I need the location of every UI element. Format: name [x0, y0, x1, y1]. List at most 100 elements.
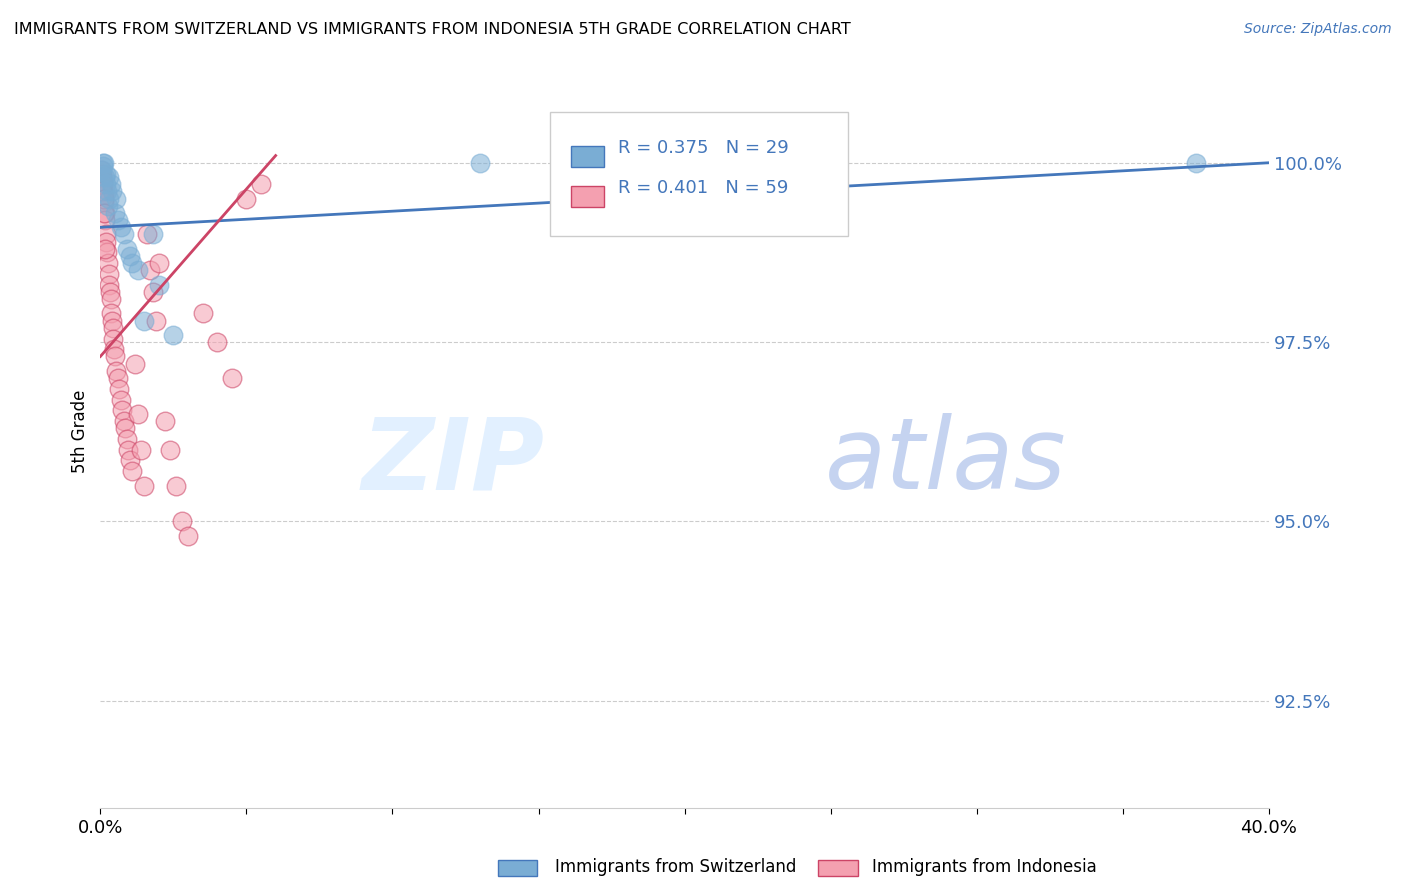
Point	[118, 453, 141, 467]
Point	[129, 442, 152, 457]
Point	[142, 227, 165, 242]
Point	[91, 170, 114, 185]
Point	[172, 515, 194, 529]
Point	[148, 277, 170, 292]
Point	[101, 185, 124, 199]
Text: atlas: atlas	[825, 413, 1067, 510]
Point	[96, 167, 118, 181]
Point	[94, 227, 117, 242]
Point	[94, 178, 117, 192]
Y-axis label: 5th Grade: 5th Grade	[72, 390, 89, 474]
Point	[97, 199, 120, 213]
Point	[205, 335, 228, 350]
Point	[91, 181, 114, 195]
Point	[97, 192, 120, 206]
Point	[91, 155, 114, 169]
Point	[91, 174, 114, 188]
Point	[104, 350, 127, 364]
Point	[111, 403, 134, 417]
Point	[110, 392, 132, 407]
Point	[105, 192, 128, 206]
Point	[250, 178, 273, 192]
Point	[121, 256, 143, 270]
Point	[142, 285, 165, 299]
Point	[165, 478, 187, 492]
Point	[93, 195, 115, 210]
Point	[98, 277, 121, 292]
Point	[118, 249, 141, 263]
Point	[101, 313, 124, 327]
Point	[468, 155, 491, 169]
Point	[177, 529, 200, 543]
Point	[162, 327, 184, 342]
Point	[114, 421, 136, 435]
Point	[134, 313, 156, 327]
Point	[97, 267, 120, 281]
FancyBboxPatch shape	[571, 145, 605, 167]
Point	[97, 256, 120, 270]
Point	[159, 442, 181, 457]
Point	[191, 306, 214, 320]
Point	[103, 343, 125, 357]
Point	[145, 313, 167, 327]
Point	[100, 292, 122, 306]
Point	[96, 235, 118, 249]
Point	[127, 263, 149, 277]
Point	[112, 414, 135, 428]
Point	[91, 185, 114, 199]
Point	[93, 206, 115, 220]
Text: IMMIGRANTS FROM SWITZERLAND VS IMMIGRANTS FROM INDONESIA 5TH GRADE CORRELATION C: IMMIGRANTS FROM SWITZERLAND VS IMMIGRANT…	[14, 22, 851, 37]
Point	[94, 213, 117, 227]
Point	[100, 306, 122, 320]
Point	[124, 357, 146, 371]
Point	[127, 407, 149, 421]
Point	[108, 382, 131, 396]
Point	[107, 371, 129, 385]
Text: Immigrants from Switzerland: Immigrants from Switzerland	[555, 858, 797, 876]
Point	[98, 170, 121, 185]
Point	[115, 432, 138, 446]
Point	[107, 213, 129, 227]
Point	[139, 263, 162, 277]
Point	[93, 188, 115, 202]
Text: Immigrants from Indonesia: Immigrants from Indonesia	[872, 858, 1097, 876]
Point	[91, 159, 114, 173]
Point	[112, 227, 135, 242]
Point	[90, 178, 112, 192]
Point	[1185, 155, 1208, 169]
Point	[93, 192, 115, 206]
Point	[93, 206, 115, 220]
Text: R = 0.401   N = 59: R = 0.401 N = 59	[619, 179, 789, 197]
Point	[93, 155, 115, 169]
Point	[91, 178, 114, 192]
Point	[221, 371, 243, 385]
Point	[94, 242, 117, 256]
Point	[96, 245, 118, 260]
FancyBboxPatch shape	[550, 112, 848, 235]
Point	[134, 478, 156, 492]
Point	[153, 414, 176, 428]
Text: ZIP: ZIP	[361, 413, 544, 510]
Point	[105, 364, 128, 378]
Point	[117, 442, 139, 457]
Point	[104, 206, 127, 220]
Point	[93, 170, 115, 185]
Point	[136, 227, 159, 242]
Point	[148, 256, 170, 270]
Point	[98, 285, 121, 299]
Point	[110, 220, 132, 235]
Point	[103, 332, 125, 346]
Point	[96, 185, 118, 199]
FancyBboxPatch shape	[571, 186, 605, 207]
Point	[121, 464, 143, 478]
Point	[90, 167, 112, 181]
Point	[703, 155, 725, 169]
Text: Source: ZipAtlas.com: Source: ZipAtlas.com	[1244, 22, 1392, 37]
Point	[101, 320, 124, 334]
Point	[115, 242, 138, 256]
Point	[90, 163, 112, 178]
Point	[235, 192, 257, 206]
Point	[100, 178, 122, 192]
Point	[90, 163, 112, 178]
Text: R = 0.375   N = 29: R = 0.375 N = 29	[619, 139, 789, 157]
